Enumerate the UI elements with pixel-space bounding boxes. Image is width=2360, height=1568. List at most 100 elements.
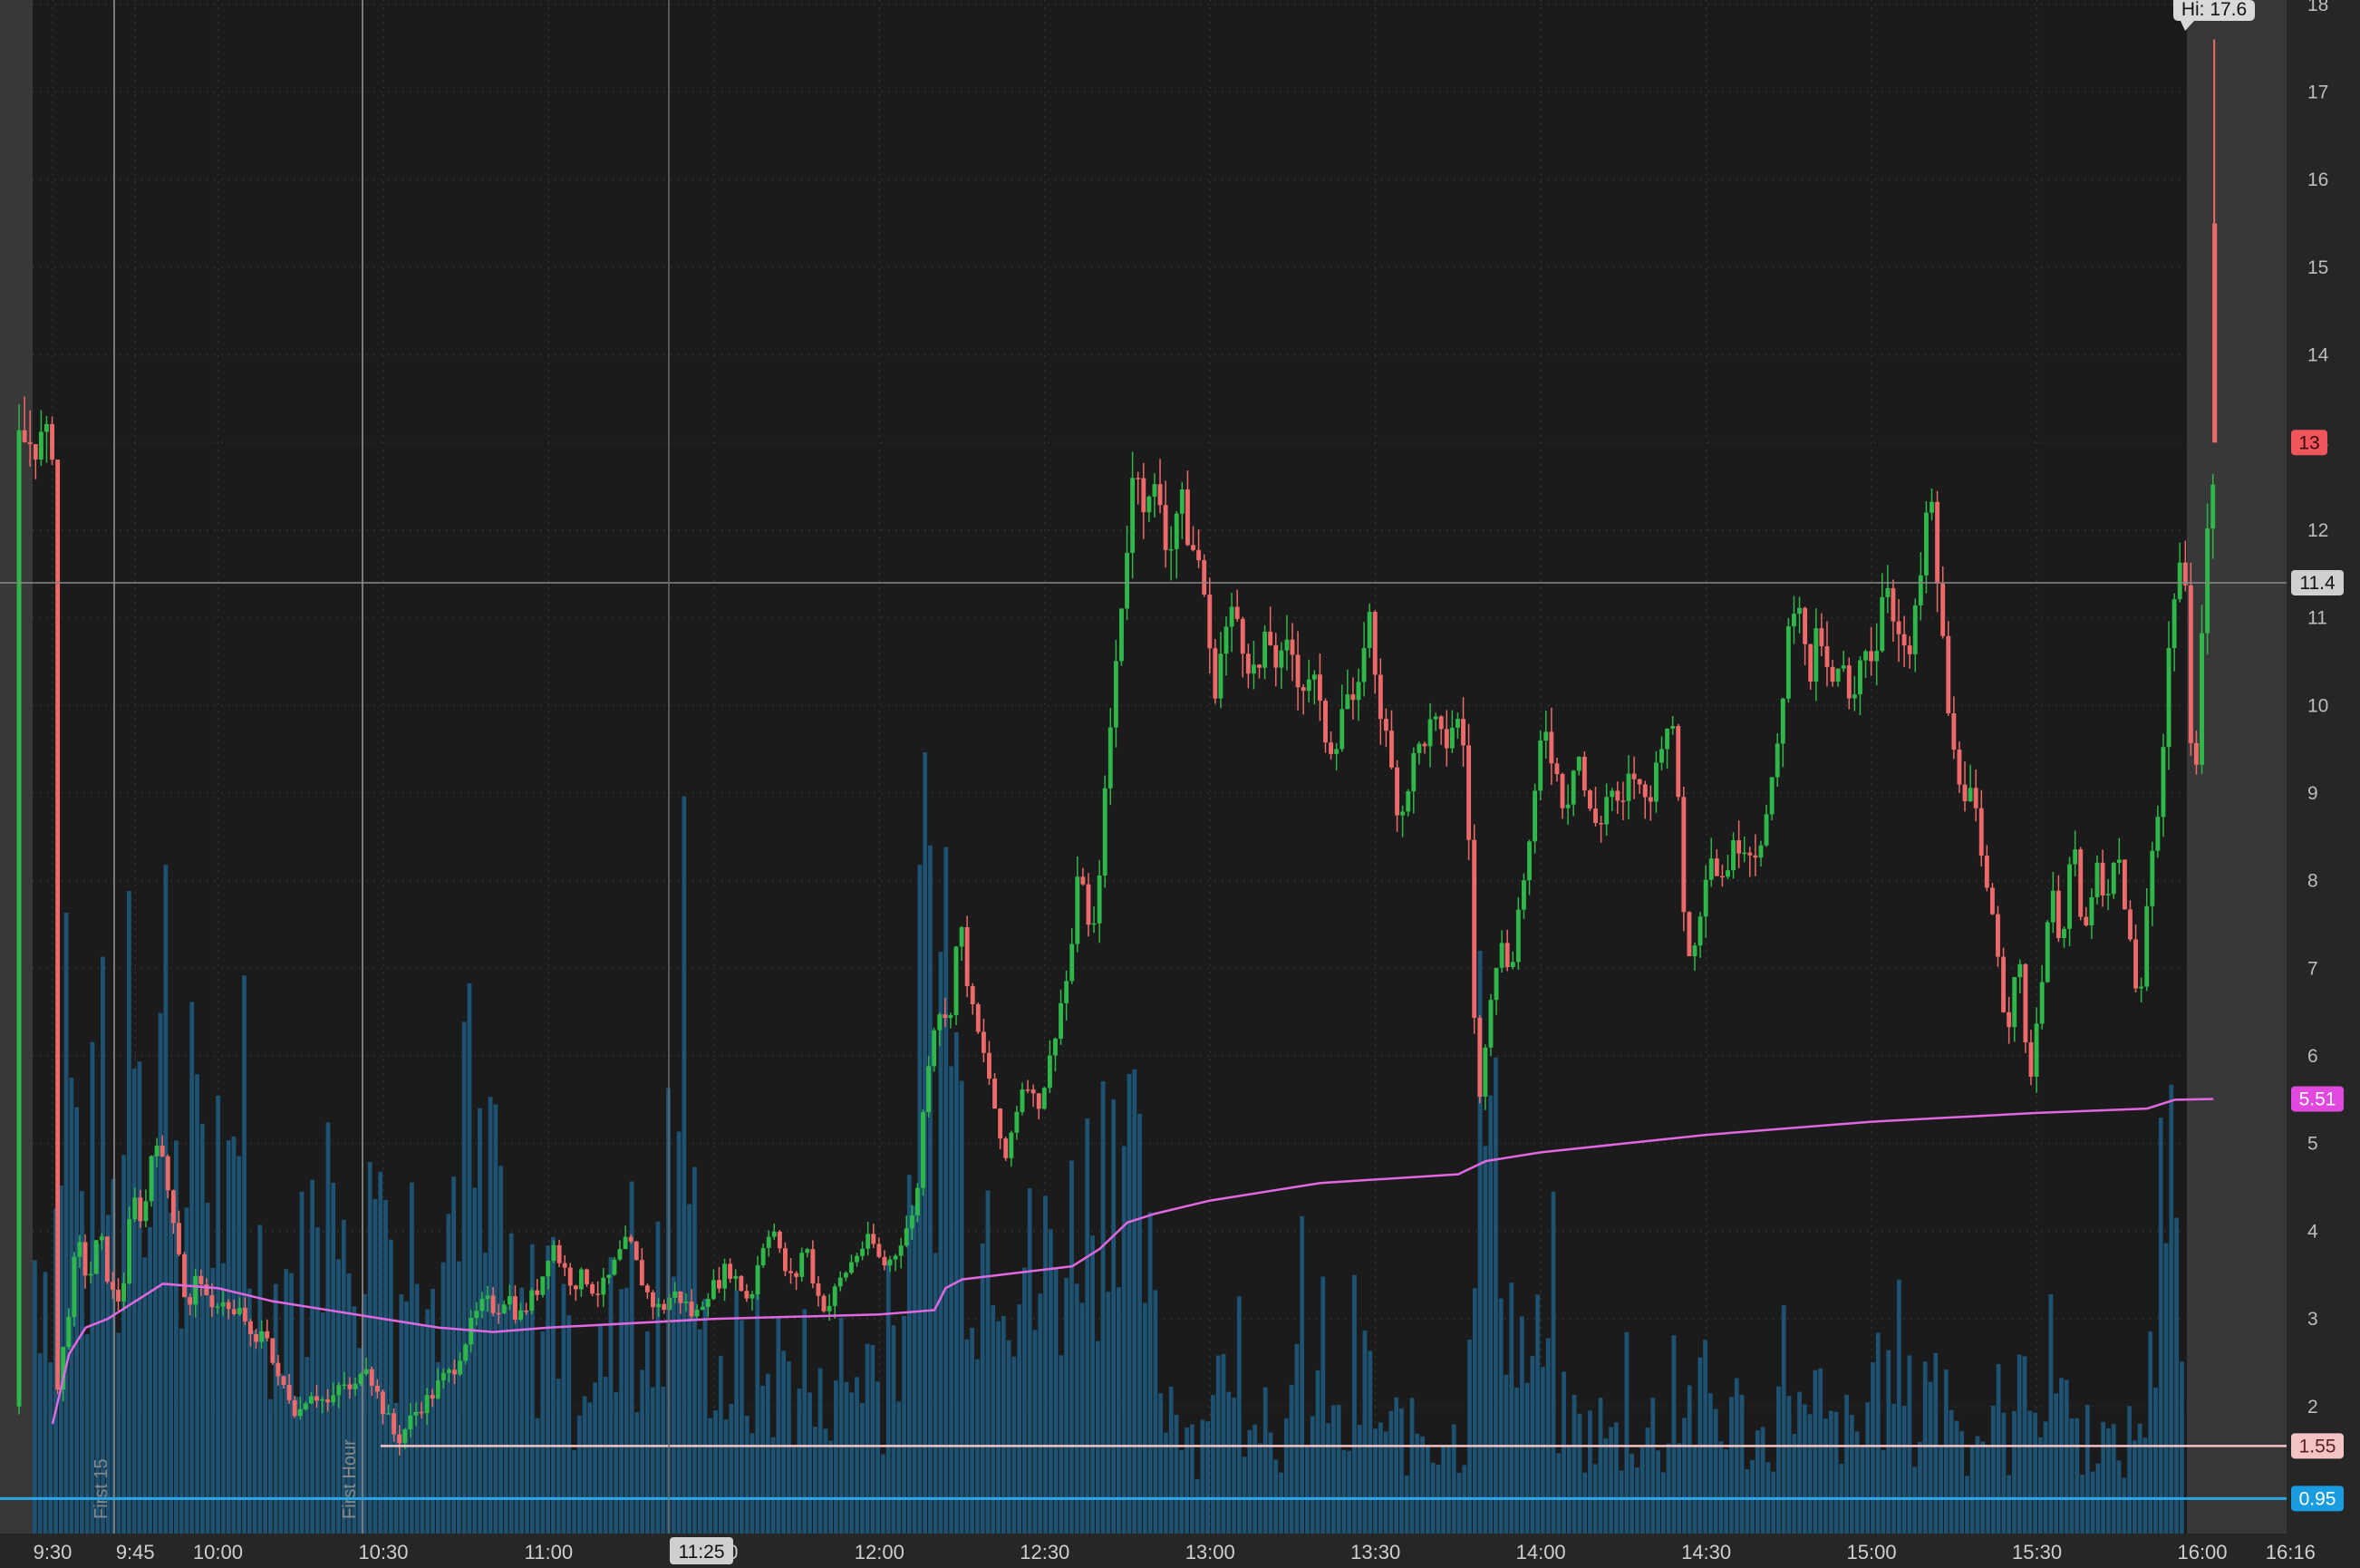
volume-bar xyxy=(1441,1446,1446,1534)
volume-bar xyxy=(834,1379,838,1534)
volume-bar xyxy=(2084,1405,2090,1534)
candle-body xyxy=(585,1269,589,1284)
volume-bar xyxy=(1734,1378,1739,1534)
volume-bar xyxy=(859,1402,865,1534)
candle-body xyxy=(116,1289,121,1302)
volume-bar xyxy=(33,1260,37,1534)
candle-body xyxy=(926,1066,932,1113)
candle-body xyxy=(1433,716,1438,720)
volume-bar xyxy=(529,1244,535,1534)
candle-body xyxy=(2182,562,2188,586)
volume-bar xyxy=(525,1311,529,1534)
price-badges: 13 11.4 5.51 1.55 0.95 xyxy=(2291,430,2344,1512)
volume-bar xyxy=(593,1382,598,1534)
candle-body xyxy=(1372,612,1378,675)
candle-body xyxy=(1472,839,1477,1018)
time-tick-label: 13:00 xyxy=(1185,1541,1235,1563)
volume-bar xyxy=(1566,1447,1572,1534)
candle-body xyxy=(2105,894,2111,895)
candle-body xyxy=(1846,665,1852,699)
volume-bar xyxy=(179,1328,184,1534)
candle-body xyxy=(1819,628,1824,646)
candle-body xyxy=(1461,719,1465,746)
volume-bar xyxy=(158,1012,163,1534)
candle-body xyxy=(209,1295,215,1308)
candle-body xyxy=(601,1277,606,1295)
volume-bar xyxy=(1639,1447,1645,1534)
volume-bar xyxy=(2179,1361,2184,1534)
price-tick-label: 2 xyxy=(2307,1397,2318,1418)
volume-bar xyxy=(1609,1427,1613,1534)
candle-body xyxy=(413,1411,419,1416)
candle-body xyxy=(1157,484,1163,506)
volume-bar xyxy=(299,1191,305,1534)
volume-bar xyxy=(1541,1367,1545,1534)
candle-body xyxy=(1604,797,1610,825)
price-tick-label: 14 xyxy=(2307,345,2329,366)
volume-bar xyxy=(535,1418,540,1534)
volume-bar xyxy=(1907,1355,1912,1534)
volume-bar xyxy=(37,1353,43,1534)
volume-bar xyxy=(844,1381,849,1534)
candle-body xyxy=(1279,650,1284,668)
candle-body xyxy=(518,1310,523,1320)
candle-body xyxy=(2122,859,2127,910)
candle-body xyxy=(1593,808,1598,823)
candle-body xyxy=(540,1276,546,1295)
volume-bar xyxy=(388,1239,393,1534)
first-15-label: First 15 xyxy=(92,1458,111,1519)
candle-body xyxy=(953,946,959,1016)
candle-body xyxy=(2089,896,2094,925)
volume-bar xyxy=(624,1287,629,1534)
time-tick-label: 14:30 xyxy=(1681,1541,1731,1563)
candle-body xyxy=(2067,864,2073,929)
candle-body xyxy=(1268,631,1273,645)
candle-body xyxy=(435,1380,440,1399)
volume-bar xyxy=(43,1272,48,1534)
candle-body xyxy=(1389,731,1394,768)
volume-bar xyxy=(1320,1276,1326,1534)
candle-body xyxy=(1284,639,1290,651)
volume-bar xyxy=(363,1293,367,1534)
candle-body xyxy=(1102,788,1107,876)
candle-body xyxy=(501,1304,507,1313)
price-axis[interactable]: 23456789101112131415161718 xyxy=(2307,0,2329,1418)
candle-body xyxy=(2034,1023,2039,1077)
volume-bar xyxy=(959,1080,964,1534)
time-tick-label: 12:00 xyxy=(855,1541,904,1563)
candle-body xyxy=(1697,916,1703,946)
high-callout-box xyxy=(2173,0,2255,31)
candle-body xyxy=(1179,489,1185,514)
volume-bar xyxy=(2132,1440,2137,1534)
volume-bar xyxy=(508,1233,514,1534)
candle-body xyxy=(1797,607,1802,615)
volume-bar xyxy=(2122,1477,2127,1534)
crosshair-price-badge: 11.4 xyxy=(2291,569,2344,595)
volume-bar xyxy=(1477,950,1483,1534)
volume-bar xyxy=(1043,1195,1048,1534)
candle-body xyxy=(855,1255,859,1263)
candle-body xyxy=(639,1260,644,1286)
volume-bar xyxy=(74,1107,80,1534)
volume-bar xyxy=(1635,1467,1639,1534)
level-2-badge: 0.95 xyxy=(2291,1486,2344,1512)
candle-body xyxy=(61,1347,66,1390)
candle-body xyxy=(342,1384,347,1387)
volume-bar xyxy=(1786,1396,1792,1534)
candle-body xyxy=(816,1283,821,1296)
candle-body xyxy=(837,1277,843,1287)
volume-bar xyxy=(237,1156,242,1534)
volume-bar xyxy=(1954,1420,1959,1534)
volume-bar xyxy=(1289,1384,1294,1534)
candle-body xyxy=(1676,726,1681,798)
volume-bar xyxy=(1797,1391,1802,1534)
candle-body xyxy=(1692,945,1697,957)
volume-bar xyxy=(551,1236,556,1534)
candle-body xyxy=(771,1231,777,1237)
volume-bar xyxy=(1871,1361,1875,1534)
candle-body xyxy=(788,1271,793,1273)
volume-bar xyxy=(289,1273,294,1534)
price-tick-label: 12 xyxy=(2307,520,2328,541)
candle-body xyxy=(1885,587,1891,597)
